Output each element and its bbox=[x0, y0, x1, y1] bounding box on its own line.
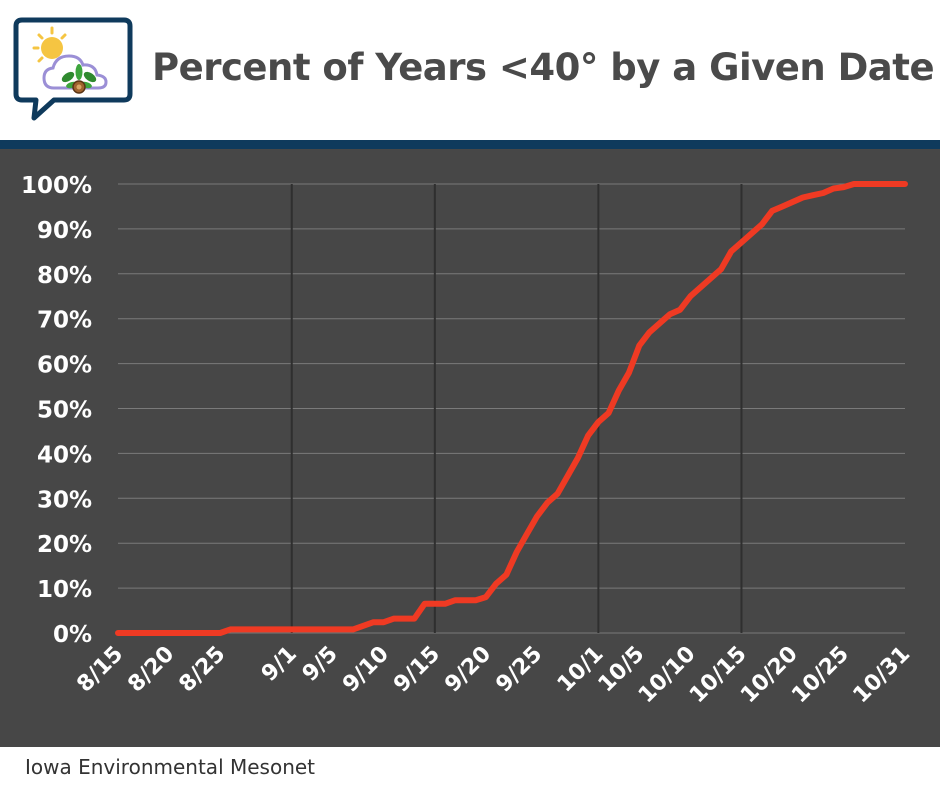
x-tick-label: 8/15 bbox=[72, 642, 128, 698]
line-chart: 0%10%20%30%40%50%60%70%80%90%100%8/158/2… bbox=[21, 173, 916, 709]
x-tick-label: 8/20 bbox=[124, 642, 180, 698]
x-tick-label: 9/5 bbox=[298, 642, 343, 687]
chart-panel: 0% 10% 20% 30% 40% 50% 60% 70% 80% 90% 100% 8/15 8/2… bbox=[0, 149, 940, 747]
y-tick-label: 30% bbox=[37, 487, 92, 513]
x-tick-label: 10/20 bbox=[736, 642, 803, 709]
y-tick-label: 20% bbox=[37, 532, 92, 558]
y-tick-label: 40% bbox=[37, 442, 92, 468]
x-tick-label: 10/10 bbox=[634, 642, 701, 709]
weather-speech-bubble-logo-icon bbox=[13, 17, 133, 121]
header-divider bbox=[0, 140, 940, 149]
x-tick-label: 10/15 bbox=[685, 642, 752, 709]
x-tick-label: 10/25 bbox=[787, 642, 854, 709]
y-tick-label: 100% bbox=[21, 173, 92, 199]
y-tick-label: 0% bbox=[53, 622, 92, 648]
y-tick-label: 90% bbox=[37, 218, 92, 244]
y-tick-label: 80% bbox=[37, 263, 92, 289]
source-credit: Iowa Environmental Mesonet bbox=[25, 755, 316, 779]
x-tick-label: 9/15 bbox=[389, 642, 445, 698]
x-tick-label: 9/10 bbox=[338, 642, 394, 698]
chart-title: Percent of Years <40° by a Given Date bbox=[152, 46, 935, 89]
x-tick-label: 9/20 bbox=[440, 642, 496, 698]
x-tick-label: 10/31 bbox=[849, 642, 916, 709]
x-tick-label: 10/1 bbox=[553, 642, 609, 698]
header: Percent of Years <40° by a Given Date bbox=[0, 0, 940, 140]
x-tick-label: 8/25 bbox=[175, 642, 231, 698]
x-tick-label: 9/1 bbox=[257, 642, 302, 687]
y-tick-label: 60% bbox=[37, 353, 92, 379]
y-tick-label: 50% bbox=[37, 398, 92, 424]
y-tick-label: 70% bbox=[37, 308, 92, 334]
y-tick-label: 10% bbox=[37, 577, 92, 603]
series-line bbox=[115, 181, 908, 636]
x-tick-label: 9/25 bbox=[491, 642, 547, 698]
